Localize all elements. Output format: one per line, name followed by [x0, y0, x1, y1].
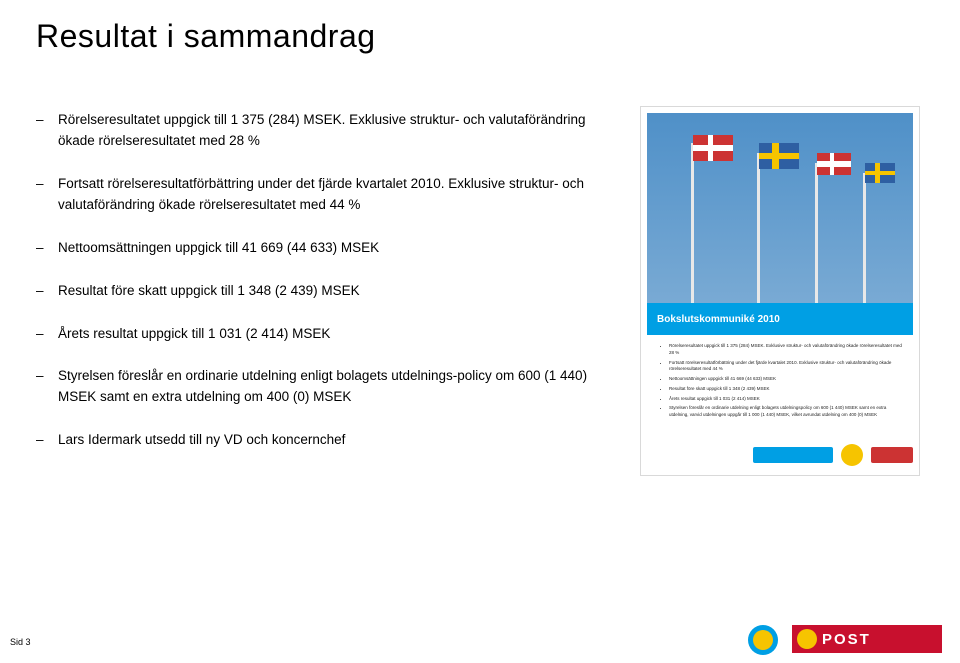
thumb-list-item: Styrelsen föreslår en ordinarie utdelnin…: [669, 405, 903, 419]
thumbnail-body: Rörelseresultatet uppgick till 1 375 (28…: [647, 335, 913, 437]
post-danmark-logo-icon: [871, 447, 913, 463]
page-title: Resultat i sammandrag: [36, 18, 376, 55]
list-item: –Resultat före skatt uppgick till 1 348 …: [36, 281, 591, 302]
flag-dk-icon: [693, 135, 733, 161]
flagpole: [757, 153, 760, 303]
thumb-list-item: Nettoomsättningen uppgick till 41 669 (4…: [669, 376, 903, 383]
thumbnail-hero-image: [647, 113, 913, 303]
page-number: Sid 3: [10, 637, 31, 647]
thumb-list-item: Årets resultat uppgick till 1 031 (2 414…: [669, 396, 903, 403]
list-item: –Fortsatt rörelseresultatförbättring und…: [36, 174, 591, 216]
list-item: –Lars Idermark utsedd till ny VD och kon…: [36, 430, 591, 451]
flag-se-icon: [865, 163, 895, 183]
posthorn-logo-icon: [841, 444, 863, 466]
bullet-list: –Rörelseresultatet uppgick till 1 375 (2…: [36, 110, 591, 473]
report-thumbnail: Bokslutskommuniké 2010 Rörelseresultatet…: [640, 106, 920, 476]
list-item: –Nettoomsättningen uppgick till 41 669 (…: [36, 238, 591, 259]
thumb-list-item: Rörelseresultatet uppgick till 1 375 (28…: [669, 343, 903, 357]
thumbnail-title-band: Bokslutskommuniké 2010: [647, 303, 913, 335]
slide-footer: Sid 3 POST: [0, 615, 960, 663]
flagpole: [863, 173, 866, 303]
post-logo-icon: POST: [792, 625, 942, 653]
posten-norden-logo-icon: [753, 447, 833, 463]
thumb-list-item: Fortsatt rörelseresultatförbättring unde…: [669, 360, 903, 374]
flag-dk-icon: [817, 153, 851, 175]
thumbnail-footer: [647, 441, 913, 469]
list-item: –Rörelseresultatet uppgick till 1 375 (2…: [36, 110, 591, 152]
slide: Resultat i sammandrag –Rörelseresultatet…: [0, 0, 960, 663]
flagpole: [815, 163, 818, 303]
list-item: –Styrelsen föreslår en ordinarie utdelni…: [36, 366, 591, 408]
thumb-list-item: Resultat före skatt uppgick till 1 348 (…: [669, 386, 903, 393]
list-item: –Årets resultat uppgick till 1 031 (2 41…: [36, 324, 591, 345]
flag-se-icon: [759, 143, 799, 169]
posthorn-logo-icon: [748, 625, 778, 655]
flagpole: [691, 143, 694, 303]
